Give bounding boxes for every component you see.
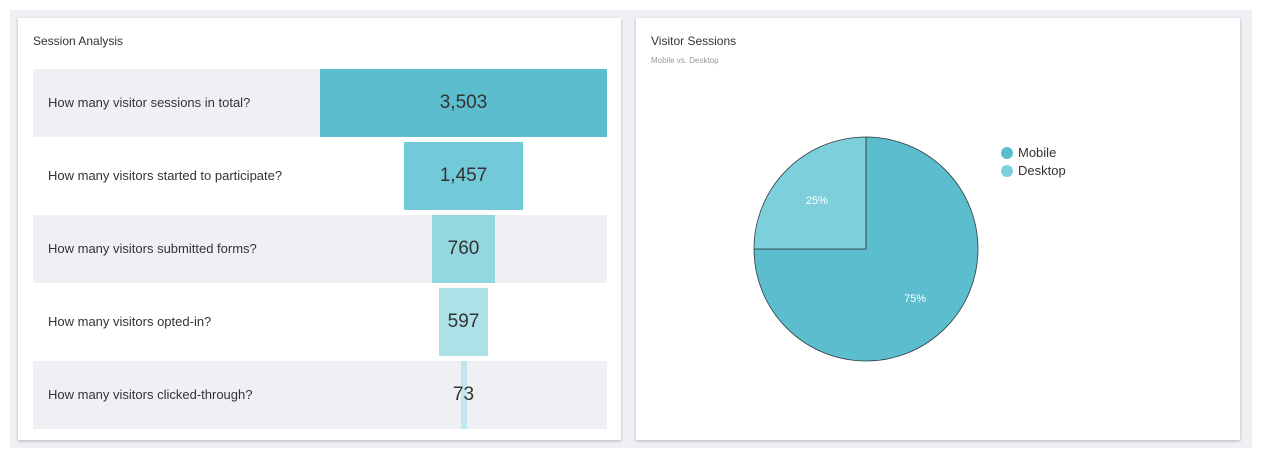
dashboard-background: Session Analysis How many visitor sessio… <box>10 10 1252 448</box>
legend-item-desktop[interactable]: Desktop <box>1001 162 1066 180</box>
legend-label: Mobile <box>1018 145 1057 160</box>
funnel-bar-value: 597 <box>447 311 480 332</box>
funnel-row-label: How many visitors clicked-through? <box>48 387 253 402</box>
funnel-bar-value: 3,503 <box>439 92 488 113</box>
funnel-row-label: How many visitors started to participate… <box>48 168 283 183</box>
funnel-row-label: How many visitor sessions in total? <box>48 95 251 110</box>
funnel-bar <box>432 215 495 283</box>
funnel-row-label: How many visitors opted-in? <box>48 314 212 329</box>
legend-item-mobile[interactable]: Mobile <box>1001 144 1066 162</box>
funnel-row: How many visitors started to participate… <box>33 142 607 210</box>
session-analysis-title: Session Analysis <box>33 34 124 48</box>
funnel-row-label: How many visitors submitted forms? <box>48 241 257 256</box>
visitor-sessions-pie-chart: 75% 25% <box>753 136 979 362</box>
session-analysis-card: Session Analysis How many visitor sessio… <box>18 18 621 440</box>
pie-slice-label: 75% <box>904 293 926 305</box>
funnel-bar-value: 1,457 <box>439 165 488 186</box>
funnel-bar <box>460 361 467 429</box>
funnel-bar-value: 73 <box>452 384 475 405</box>
visitor-sessions-title: Visitor Sessions <box>651 34 737 48</box>
pie-legend: Mobile Desktop <box>1001 144 1066 180</box>
funnel-row: How many visitor sessions in total? 3,503 <box>33 69 607 137</box>
funnel-row: How many visitors clicked-through? 73 <box>33 361 607 429</box>
visitor-sessions-card: Visitor Sessions Mobile vs. Desktop 75% 2… <box>636 18 1240 440</box>
pie-slice-label: 25% <box>806 195 828 207</box>
funnel-bar <box>403 142 524 210</box>
funnel-row: How many visitors submitted forms? 760 <box>33 215 607 283</box>
legend-label: Desktop <box>1018 163 1066 178</box>
funnel-bar-value: 760 <box>447 238 480 259</box>
funnel-row: How many visitors opted-in? 597 <box>33 288 607 356</box>
pie-slice-desktop <box>753 136 867 250</box>
funnel-bar <box>320 69 607 137</box>
funnel-bar <box>439 288 488 356</box>
legend-swatch-icon <box>1001 165 1013 177</box>
visitor-sessions-subtitle: Mobile vs. Desktop <box>651 56 719 65</box>
legend-swatch-icon <box>1001 147 1013 159</box>
